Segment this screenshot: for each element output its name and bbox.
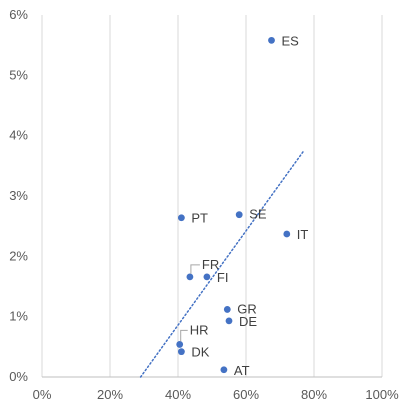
y-tick-label: 0% [9,369,28,384]
x-tick-label: 60% [233,387,259,402]
x-tick-label: 40% [165,387,191,402]
x-tick-label: 100% [365,387,399,402]
point-label: SE [249,207,267,222]
trendline-group [139,150,305,378]
point-label: DK [191,345,209,360]
points [176,36,291,374]
data-point [186,273,194,281]
data-point [283,230,291,238]
point-label: AT [234,363,250,378]
data-point [178,214,185,222]
point-label: IT [297,227,309,242]
data-point [235,211,243,219]
y-tick-label: 2% [9,248,28,263]
point-label: FI [217,270,229,285]
data-point [225,317,233,325]
y-tick-label: 3% [9,188,28,203]
trendline [139,150,305,378]
data-point [176,341,184,348]
label-leader-line [190,264,200,274]
x-tick-label: 20% [97,387,123,402]
data-point [223,306,231,313]
data-point [220,366,228,374]
data-point [268,36,275,44]
point-label: FR [202,257,219,272]
x-tick-label: 80% [301,387,327,402]
label-leader-line [180,329,188,342]
x-tick-label: 0% [33,387,52,402]
grid [41,15,383,377]
y-tick-label: 1% [9,309,28,324]
point-label: PT [191,211,208,226]
y-tick-label: 4% [9,128,28,143]
y-tick-label: 6% [9,7,28,22]
point-label: HR [190,322,209,337]
y-tick-label: 5% [9,67,28,82]
axes: 0% 20% 40% 60% 80% 100% 0% 1% 2% 3% 4% 5% 6% [9,7,399,402]
point-label: ES [282,33,300,48]
data-point [178,348,185,356]
point-label: DE [239,314,257,329]
data-point [203,273,211,281]
point-label: GR [237,301,256,316]
